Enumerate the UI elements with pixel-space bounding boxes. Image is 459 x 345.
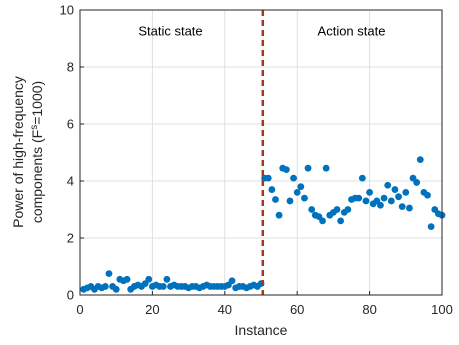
x-tick-label: 40 [218,302,232,317]
data-point [290,174,297,182]
data-point [366,189,373,196]
x-tick-label: 20 [145,302,159,317]
data-point [301,194,308,202]
x-tick-label: 0 [76,302,83,317]
data-point [377,201,384,209]
data-point [268,186,276,193]
data-point [358,174,366,182]
data-point [416,156,424,164]
y-axis-label-line1: Power of high-frequency [10,76,26,228]
data-point [264,174,272,182]
x-axis-label: Instance [235,322,288,338]
data-point [406,204,413,212]
x-tick-label: 60 [290,302,304,317]
y-tick-label: 8 [67,60,74,75]
data-point [228,277,236,285]
data-point [282,166,290,174]
data-point [337,217,345,225]
data-point [402,189,410,196]
data-point [112,285,120,293]
y-tick-label: 0 [67,288,74,303]
y-axis-label: Power of high-frequency components (Fs=1… [10,76,45,228]
data-point [398,203,406,211]
data-point [123,275,131,283]
data-point [424,191,431,199]
data-point [275,211,283,219]
y-tick-label: 10 [60,3,74,18]
data-point [333,206,341,213]
y-axis-label-line2: components (Fs=1000) [29,81,45,223]
x-tick-label: 80 [362,302,376,317]
data-point [427,223,435,231]
plot-background [80,10,442,295]
data-point [362,197,370,205]
data-point [308,206,316,213]
data-point [304,164,312,172]
data-point [380,194,388,202]
x-tick-label: 100 [431,302,453,317]
data-point [105,270,113,278]
data-point [159,283,167,290]
data-point [297,183,305,191]
data-point [322,164,330,172]
data-point [391,186,399,193]
data-point [272,196,279,203]
plot-frame [79,9,443,296]
data-point [319,217,326,225]
y-tick-label: 6 [67,117,74,132]
y-tick-label: 2 [67,231,74,246]
data-point [395,193,402,201]
data-point [286,197,294,205]
annotation-action-state: Action state [318,24,386,39]
data-point [413,179,421,186]
data-point [384,181,392,189]
y-tick-label: 4 [67,174,74,189]
data-point [344,206,352,213]
data-point [145,275,153,283]
data-point [101,283,109,290]
data-point [293,189,301,196]
data-point [163,275,171,283]
data-point [387,197,395,205]
data-point [355,194,363,202]
annotation-static-state: Static state [138,24,202,39]
